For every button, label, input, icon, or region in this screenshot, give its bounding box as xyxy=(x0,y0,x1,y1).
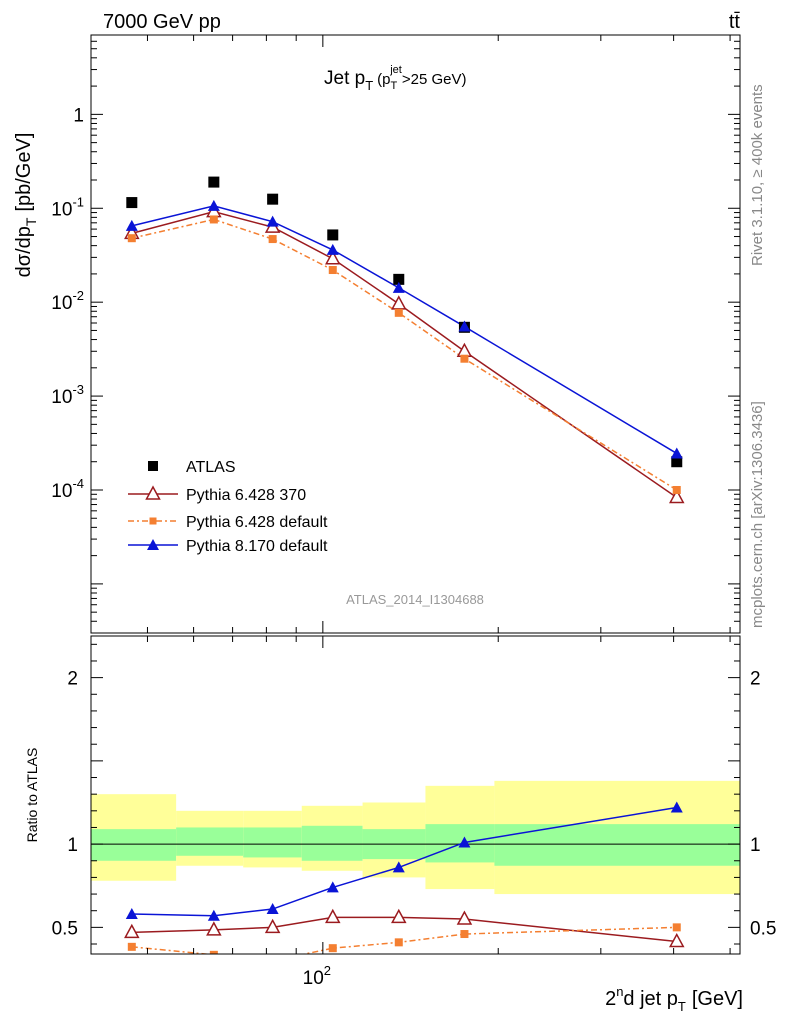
main-point-atlas xyxy=(327,229,339,241)
ratio-panel: 0.5 0.5 1 1 2 2 Ratio to ATLAS xyxy=(24,635,776,965)
ratio-point-py6-default xyxy=(127,942,136,951)
ratio-point-py8-default xyxy=(125,908,138,920)
main-point-py8-default xyxy=(670,447,683,459)
legend: ATLAS Pythia 6.428 370 Pythia 6.428 defa… xyxy=(128,459,328,555)
ratio-point-py8-default xyxy=(670,801,683,813)
ratio-band-inner xyxy=(494,824,740,866)
main-point-py6-370 xyxy=(325,250,341,265)
main-point-py8-default xyxy=(207,199,220,211)
main-y-tick-label: 1 xyxy=(73,105,84,126)
legend-label-py8-default: Pythia 8.170 default xyxy=(186,538,328,555)
main-line-py6-370 xyxy=(131,210,678,499)
ratio-band-inner xyxy=(243,827,302,858)
ratio-point-py6-370 xyxy=(264,918,281,934)
ratio-point-py6-370 xyxy=(124,923,140,939)
ratio-point-py8-default xyxy=(458,836,471,848)
main-point-py6-370 xyxy=(456,342,473,358)
main-y-axis-label: dσ/dpT[pb/GeV] xyxy=(13,133,39,278)
legend-label-py6-default: Pythia 6.428 default xyxy=(186,514,328,531)
ratio-point-py6-370 xyxy=(391,908,407,924)
ratio-y-tick-label: 0.5 xyxy=(52,918,78,939)
main-point-atlas xyxy=(208,176,220,188)
main-point-atlas xyxy=(267,193,279,205)
main-point-py6-default xyxy=(209,215,218,224)
main-point-atlas xyxy=(126,197,138,209)
main-y-tick-label: 10-1 xyxy=(51,194,84,220)
main-point-py8-default xyxy=(392,281,405,293)
legend-entry-py8-default: Pythia 8.170 default xyxy=(128,538,328,555)
ratio-point-py6-default xyxy=(460,930,469,939)
x-axis-label: 2nd jet pT [GeV] xyxy=(605,984,743,1014)
main-frame xyxy=(90,34,741,634)
main-point-atlas xyxy=(393,273,405,285)
main-panel: 10-4 10-3 10-2 10-1 1 102 Jet pT (pTjet>25 GeV… xyxy=(13,34,741,989)
main-point-atlas xyxy=(671,456,683,468)
ratio-point-py6-370 xyxy=(325,908,341,924)
ratio-y-tick-label-right: 1 xyxy=(750,835,761,856)
main-point-py6-default xyxy=(268,235,277,244)
main-point-py6-default xyxy=(127,234,136,243)
plot-title: Jet pT (pTjet>25 GeV) xyxy=(324,64,466,93)
main-y-tick-label: 10-3 xyxy=(51,382,84,408)
ratio-point-py8-default xyxy=(392,861,405,873)
main-point-py8-default xyxy=(326,243,339,255)
ratio-point-py6-370 xyxy=(668,932,685,948)
legend-marker-py6-370 xyxy=(145,485,161,500)
legend-marker-py8-default xyxy=(147,539,159,550)
ratio-frame xyxy=(90,635,741,955)
ratio-band-inner xyxy=(301,825,363,861)
ratio-point-py6-370 xyxy=(456,910,473,925)
ratio-y-tick-label-right: 0.5 xyxy=(750,918,776,939)
header-process-label: tt̄ xyxy=(729,11,741,33)
ratio-y-axis-label: Ratio to ATLAS xyxy=(24,748,40,843)
main-y-tick-label: 10-2 xyxy=(51,288,84,314)
main-point-py8-default xyxy=(266,215,279,227)
mcplots-label: mcplots.cern.ch [arXiv:1306.3436] xyxy=(749,401,766,628)
legend-marker-py6-default xyxy=(149,517,157,525)
legend-entry-py6-370: Pythia 6.428 370 xyxy=(128,485,306,504)
main-point-py6-default xyxy=(460,354,469,363)
ratio-point-py6-default xyxy=(672,923,681,932)
ratio-band-inner xyxy=(425,824,495,863)
ratio-point-py6-default xyxy=(269,957,277,965)
main-point-py6-370 xyxy=(668,488,685,504)
main-y-tick-label: 10-4 xyxy=(51,476,84,502)
ratio-point-py8-default xyxy=(266,903,279,915)
legend-entry-atlas: ATLAS xyxy=(148,459,236,476)
main-point-py6-default xyxy=(328,266,337,275)
ratio-point-py6-default xyxy=(328,944,337,953)
x-tick-label: 102 xyxy=(303,963,331,989)
ratio-band-inner xyxy=(91,829,177,861)
ratio-y-tick-label: 1 xyxy=(67,835,78,856)
ratio-point-py6-default xyxy=(394,938,403,947)
main-line-py6-default xyxy=(131,218,678,491)
main-point-py6-370 xyxy=(391,295,407,310)
legend-entry-py6-default: Pythia 6.428 default xyxy=(128,514,328,531)
legend-marker-atlas xyxy=(148,461,158,471)
ratio-band-inner xyxy=(176,827,244,856)
ratio-point-py8-default xyxy=(326,881,339,893)
ratio-y-tick-label-right: 2 xyxy=(750,669,761,690)
main-point-py8-default xyxy=(458,320,471,332)
analysis-id-label: ATLAS_2014_I1304688 xyxy=(346,592,484,607)
ratio-point-py8-default xyxy=(207,909,220,921)
header-energy-label: 7000 GeV pp xyxy=(103,11,221,33)
ratio-point-py6-default xyxy=(209,950,218,954)
legend-label-atlas: ATLAS xyxy=(186,459,236,476)
main-point-py6-default xyxy=(672,485,681,494)
main-point-py8-default xyxy=(125,219,138,231)
rivet-version-label: Rivet 3.1.10, ≥ 400k events xyxy=(749,84,766,266)
ratio-y-tick-label: 2 xyxy=(67,669,78,690)
main-point-py6-default xyxy=(394,308,403,317)
legend-label-py6-370: Pythia 6.428 370 xyxy=(186,487,306,504)
main-line-py8-default xyxy=(131,205,678,455)
ratio-point-py6-370 xyxy=(206,921,222,936)
